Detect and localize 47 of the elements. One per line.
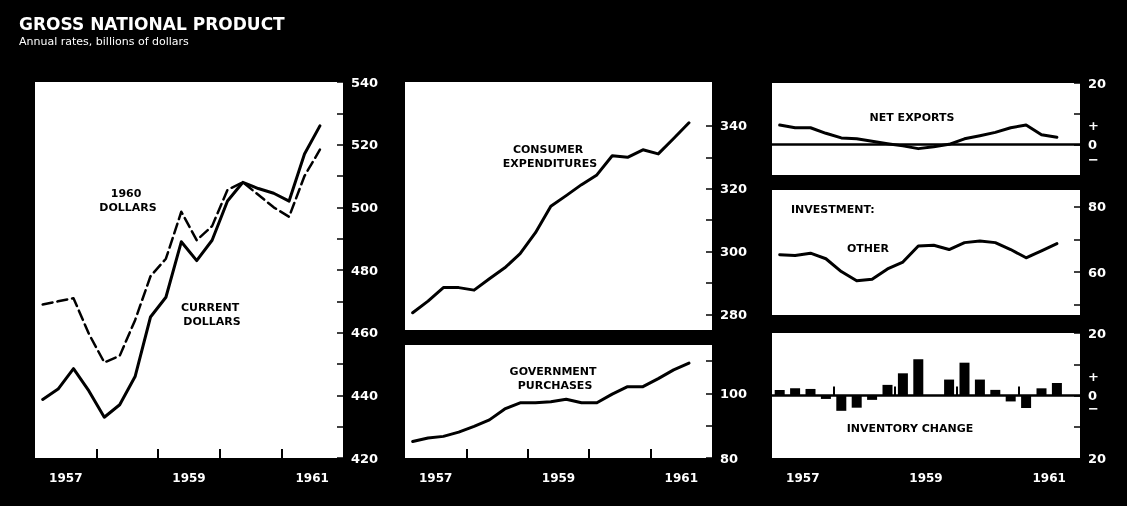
series-label: OTHER (846, 241, 890, 255)
y-tick-label: 20 (1088, 450, 1107, 466)
chart-subtitle: Annual rates, billions of dollars (19, 35, 190, 48)
y-tick-label: 0 (1088, 136, 1098, 152)
chart-title: GROSS NATIONAL PRODUCT (19, 13, 286, 34)
text: GOVERNMENT PURCHASES (509, 364, 601, 392)
x-tick-label: 1961 (295, 471, 329, 485)
y-tick-label: 280 (720, 306, 748, 322)
y-tick-label: 500 (351, 199, 379, 215)
y-tick-label: − (1088, 152, 1099, 168)
x-tick-label: 1957 (49, 471, 83, 485)
text: NET EXPORTS (869, 110, 955, 124)
y-tick-label: 20 (1088, 325, 1107, 341)
series-label: CURRENT DOLLARS (181, 300, 243, 328)
y-tick-label: 60 (1088, 264, 1107, 280)
text: INVESTMENT: (791, 202, 875, 216)
y-tick-label: 520 (351, 137, 379, 153)
text: 1960 DOLLARS (99, 186, 157, 214)
y-tick-label: 340 (720, 118, 748, 134)
y-tick-label: 20 (1088, 75, 1107, 91)
text: INVENTORY CHANGE (846, 421, 974, 435)
y-tick-label: 320 (720, 181, 748, 197)
x-tick-label: 1957 (786, 471, 820, 485)
y-tick-label: 0 (1088, 388, 1098, 403)
x-tick-label: 1959 (172, 471, 206, 485)
y-tick-label: 480 (351, 262, 379, 278)
x-tick-label: 1961 (1032, 471, 1066, 485)
line-series (411, 121, 691, 315)
y-tick-label: 300 (720, 244, 748, 260)
y-tick-label: − (1088, 400, 1099, 416)
text: CONSUMER EXPENDITURES (502, 142, 598, 170)
x-tick-label: 1961 (664, 471, 698, 485)
line-series (778, 239, 1059, 283)
y-tick-label: 80 (1088, 198, 1107, 214)
line-series (41, 124, 322, 419)
x-tick-label: 1959 (541, 471, 576, 485)
y-tick-label: 440 (351, 387, 379, 403)
y-tick-label: 460 (351, 325, 379, 341)
y-tick-label: + (1088, 369, 1099, 385)
x-tick-label: 1959 (909, 471, 943, 485)
y-tick-label: 540 (351, 74, 379, 90)
y-tick-label: + (1088, 118, 1099, 134)
y-tick-label: 420 (351, 450, 379, 466)
x-tick-label: 1957 (419, 471, 453, 485)
y-tick-label: 100 (720, 385, 748, 401)
y-tick-label: 80 (720, 450, 739, 466)
line-series (411, 361, 691, 444)
